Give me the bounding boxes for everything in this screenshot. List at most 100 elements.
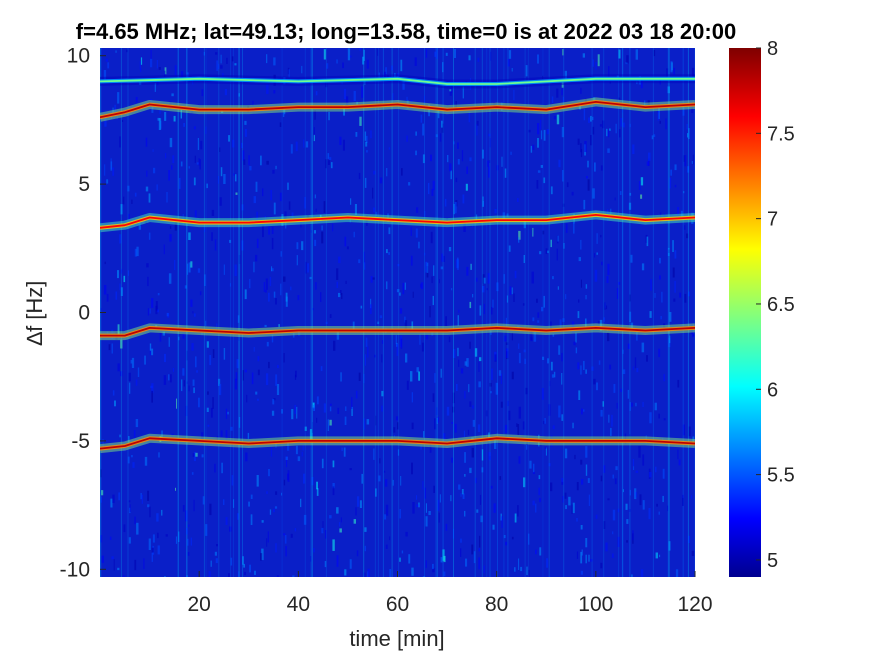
noise-speck xyxy=(526,566,528,575)
noise-speck xyxy=(304,196,306,209)
noise-speck xyxy=(562,496,564,503)
noise-speck xyxy=(395,335,397,345)
noise-speck xyxy=(359,500,362,508)
noise-speck xyxy=(482,286,485,293)
noise-speck xyxy=(294,528,297,532)
y-tick-label: -5 xyxy=(71,430,90,453)
noise-speck xyxy=(345,406,347,411)
noise-speck xyxy=(364,354,366,366)
noise-speck xyxy=(131,357,135,368)
x-tick-label: 60 xyxy=(386,593,409,616)
noise-speck xyxy=(332,483,335,489)
noise-speck xyxy=(145,137,148,147)
noise-streak xyxy=(548,48,550,577)
noise-speck xyxy=(575,347,578,354)
noise-speck xyxy=(115,291,118,300)
noise-speck xyxy=(178,336,180,341)
noise-speck xyxy=(112,390,115,396)
noise-speck xyxy=(187,552,190,556)
noise-speck xyxy=(672,267,675,278)
noise-speck xyxy=(341,81,343,85)
noise-speck xyxy=(145,186,149,192)
noise-speck xyxy=(314,110,316,120)
noise-speck xyxy=(533,331,537,342)
noise-speck xyxy=(171,165,173,170)
noise-speck xyxy=(114,104,116,117)
noise-speck xyxy=(204,222,206,233)
noise-speck xyxy=(678,459,681,466)
noise-speck xyxy=(479,305,482,316)
noise-speck xyxy=(103,70,107,81)
noise-speck xyxy=(478,557,480,570)
noise-speck xyxy=(431,188,434,196)
noise-speck xyxy=(468,55,471,61)
noise-speck xyxy=(397,73,400,80)
noise-speck xyxy=(303,473,306,484)
noise-speck xyxy=(120,287,123,296)
plot-background xyxy=(100,48,695,577)
noise-speck xyxy=(288,201,291,210)
noise-speck xyxy=(172,368,174,372)
noise-speck xyxy=(622,369,626,374)
noise-speck xyxy=(472,294,474,298)
noise-speck xyxy=(188,262,191,273)
noise-speck xyxy=(436,418,438,424)
noise-speck xyxy=(151,298,154,308)
noise-speck xyxy=(156,513,159,522)
noise-speck xyxy=(688,128,690,140)
noise-speck xyxy=(139,61,141,70)
noise-speck xyxy=(605,542,608,552)
noise-speck xyxy=(425,560,427,568)
noise-speck xyxy=(603,465,606,473)
noise-speck xyxy=(271,410,275,416)
noise-speck xyxy=(691,161,693,164)
noise-speck xyxy=(233,173,235,176)
noise-speck xyxy=(477,57,480,62)
noise-speck xyxy=(548,576,551,577)
noise-speck xyxy=(184,285,187,289)
noise-speck xyxy=(232,139,235,148)
noise-speck xyxy=(375,211,378,216)
noise-speck xyxy=(476,277,478,282)
noise-speck xyxy=(663,418,666,421)
noise-streak xyxy=(186,48,188,577)
noise-speck xyxy=(150,50,152,59)
noise-speck xyxy=(607,263,610,276)
noise-speck xyxy=(199,159,201,170)
noise-speck xyxy=(315,91,318,96)
noise-streak xyxy=(391,48,393,577)
noise-speck xyxy=(443,571,446,577)
noise-speck xyxy=(502,212,506,221)
noise-speck xyxy=(175,536,178,544)
noise-speck xyxy=(435,49,438,59)
noise-speck xyxy=(336,268,339,280)
noise-speck xyxy=(629,311,632,322)
noise-speck xyxy=(537,123,540,135)
noise-speck xyxy=(607,148,610,153)
noise-speck xyxy=(457,142,459,149)
noise-speck xyxy=(528,533,530,545)
noise-speck xyxy=(441,120,443,128)
noise-streak xyxy=(603,48,605,577)
noise-speck xyxy=(602,401,604,407)
noise-speck xyxy=(677,379,680,388)
noise-speck xyxy=(106,331,109,334)
noise-speck xyxy=(218,63,220,69)
noise-speck xyxy=(550,361,553,371)
noise-speck xyxy=(416,207,419,213)
noise-speck xyxy=(253,347,255,352)
noise-speck xyxy=(186,527,188,535)
noise-speck xyxy=(393,435,396,438)
noise-speck xyxy=(628,202,632,210)
noise-speck xyxy=(442,549,445,561)
noise-speck xyxy=(100,496,102,503)
noise-speck xyxy=(359,116,362,126)
noise-speck xyxy=(119,283,121,291)
noise-speck xyxy=(192,379,195,386)
noise-speck xyxy=(120,371,123,377)
noise-speck xyxy=(323,201,326,213)
noise-speck xyxy=(350,198,352,205)
noise-speck xyxy=(401,550,404,554)
noise-speck xyxy=(140,493,142,500)
noise-speck xyxy=(370,130,372,139)
